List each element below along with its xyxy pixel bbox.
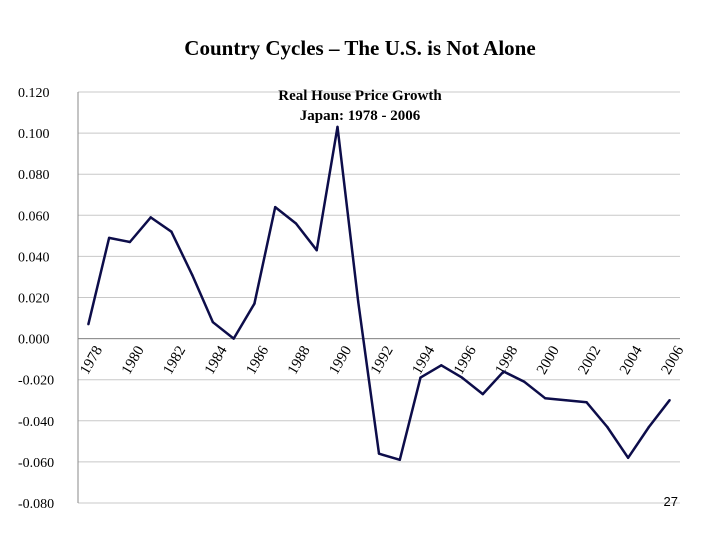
x-tick-label: 2004 [617, 343, 646, 377]
x-tick-label: 1982 [160, 343, 189, 377]
data-point [211, 320, 215, 324]
data-point [274, 205, 277, 209]
slide-title: Country Cycles – The U.S. is Not Alone [184, 36, 536, 60]
data-point [232, 337, 235, 340]
y-tick-label: -0.060 [18, 456, 54, 471]
data-point [481, 392, 484, 396]
data-point [170, 230, 173, 233]
data-point [190, 273, 194, 277]
x-tick-labels: 1978 1980 1982 1984 1986 1988 1990 1992 1994 1996… [77, 343, 687, 377]
chart-title-line1: Real House Price Growth [278, 88, 442, 104]
data-point [626, 456, 630, 459]
data-point [336, 125, 339, 129]
data-point [460, 376, 464, 379]
gridlines [77, 91, 680, 504]
y-tick-label: -0.020 [18, 374, 54, 389]
data-point [149, 216, 152, 219]
data-point [585, 401, 588, 404]
series-line-path [87, 125, 671, 462]
y-tick-label: 0.060 [18, 209, 50, 224]
data-point [398, 458, 401, 462]
y-tick-label: 0.000 [18, 333, 50, 348]
data-point [315, 249, 318, 252]
data-point [294, 222, 298, 225]
data-point [543, 396, 547, 400]
x-tick-label: 1978 [77, 343, 106, 377]
x-tick-label: 1984 [202, 343, 231, 377]
data-point [647, 425, 651, 429]
x-tick-label: 2000 [534, 343, 563, 377]
data-point [107, 236, 111, 240]
data-point [357, 300, 360, 303]
data-point [128, 240, 132, 244]
data-point [377, 452, 381, 455]
data-point [502, 370, 505, 373]
data-point [523, 380, 526, 383]
data-point [419, 376, 422, 379]
page-number: 27 [663, 494, 678, 509]
x-tick-label: 1986 [243, 343, 272, 377]
y-tick-label: 0.100 [18, 127, 50, 142]
x-tick-label: 2002 [576, 343, 605, 377]
series-line [87, 125, 671, 462]
x-tick-label: 1990 [326, 343, 355, 377]
data-point [440, 364, 443, 367]
x-tick-label: 1980 [119, 343, 148, 377]
x-tick-label: 1988 [285, 343, 314, 377]
y-tick-label: -0.080 [18, 497, 54, 512]
data-point [87, 323, 90, 326]
y-tick-labels: 0.120 0.100 0.080 0.060 0.040 0.020 0.000 -0.02… [18, 86, 54, 512]
y-tick-label: 0.040 [18, 250, 50, 265]
y-tick-label: 0.080 [18, 168, 50, 183]
chart-title-line2: Japan: 1978 - 2006 [299, 108, 421, 124]
y-tick-label: -0.040 [18, 415, 54, 430]
x-tick-label: 1994 [409, 343, 438, 377]
x-tick-label: 2006 [659, 343, 688, 377]
y-tick-label: 0.120 [18, 86, 50, 101]
x-tick-label: 1992 [368, 343, 397, 377]
data-point [668, 399, 671, 402]
y-tick-label: 0.020 [18, 292, 50, 307]
data-point [564, 399, 568, 402]
data-point [253, 302, 256, 305]
data-point [606, 425, 609, 429]
